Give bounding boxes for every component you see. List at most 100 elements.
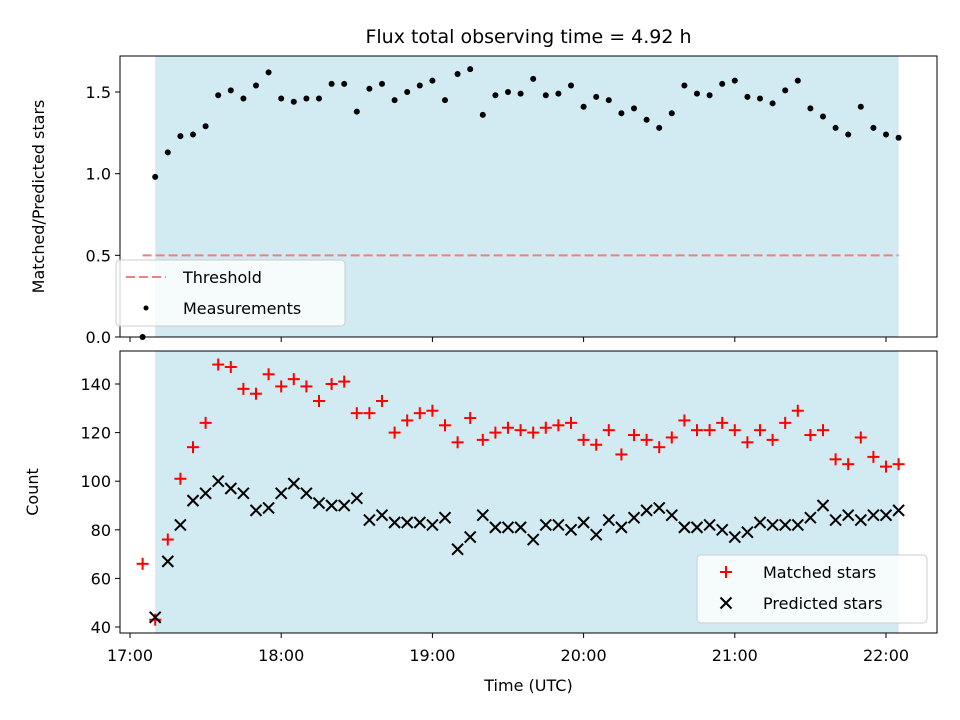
predicted-star-point — [552, 518, 565, 532]
predicted-star-point — [867, 509, 880, 522]
measurement-point — [593, 93, 600, 100]
matched-star-point — [628, 429, 640, 442]
measurement-point — [240, 95, 247, 102]
legend-predicted-swatch — [719, 596, 733, 610]
predicted-star-point — [211, 474, 225, 488]
predicted-star-point — [577, 516, 590, 529]
predicted-star-point — [640, 504, 653, 517]
legend-measurements-swatch — [143, 305, 149, 311]
predicted-star-point — [413, 516, 427, 529]
matched-star-point — [313, 395, 325, 408]
matched-star-point — [464, 412, 477, 425]
predicted-star-point — [300, 487, 313, 500]
measurement-point — [202, 123, 209, 130]
legend-matched-swatch — [720, 566, 732, 578]
matched-star-point — [829, 453, 842, 466]
predicted-star-point — [841, 509, 855, 522]
matched-star-point — [565, 416, 577, 429]
measurement-point — [227, 87, 234, 94]
predicted-star-point — [174, 518, 187, 532]
matched-star-point — [716, 416, 729, 429]
measurement-point — [253, 82, 259, 89]
predicted-star-point — [375, 509, 389, 522]
matched-star-point — [149, 613, 162, 626]
matched-star-point — [161, 533, 174, 546]
matched-star-point — [388, 426, 401, 439]
predicted-star-point — [816, 499, 830, 512]
measurement-point — [190, 131, 196, 138]
measurement-point — [328, 80, 335, 87]
measurement-point — [681, 82, 688, 89]
x-tick-label: 21:00 — [712, 646, 758, 665]
x-tick-label: 19:00 — [409, 646, 455, 665]
measurement-point — [757, 95, 763, 102]
matched-star-point — [741, 436, 754, 449]
predicted-star-point — [438, 511, 452, 524]
matched-star-point — [199, 416, 212, 429]
measurement-point — [643, 116, 650, 123]
measurement-point — [832, 124, 839, 131]
predicted-star-point — [778, 518, 792, 532]
matched-star-point — [527, 426, 540, 439]
predicted-star-point — [237, 487, 250, 500]
predicted-star-point — [337, 499, 351, 512]
matched-star-point — [678, 414, 691, 427]
top-points — [139, 66, 902, 340]
measurement-point — [807, 105, 814, 112]
predicted-star-point — [312, 496, 326, 510]
matched-star-point — [842, 458, 855, 471]
predicted-star-point — [526, 533, 540, 546]
predicted-star-point — [854, 513, 868, 527]
predicted-star-point — [829, 513, 842, 527]
y-tick-label: 1.5 — [86, 83, 111, 102]
measurement-point — [290, 98, 297, 105]
measurement-point — [794, 77, 801, 84]
matched-star-point — [602, 424, 615, 437]
bottom-legend-box — [696, 554, 928, 624]
measurement-point — [391, 97, 398, 104]
matched-star-point — [325, 378, 338, 390]
y-tick-label: 120 — [80, 424, 111, 443]
matched-star-point — [451, 436, 464, 449]
predicted-star-point — [602, 513, 616, 527]
bottom-plot-frame — [119, 350, 938, 634]
measurement-point — [820, 113, 826, 120]
measurement-point — [505, 89, 511, 95]
predicted-star-point — [224, 482, 238, 495]
matched-star-point — [691, 424, 703, 437]
measurement-point — [605, 97, 612, 104]
matched-star-point — [275, 380, 288, 393]
predicted-stars-points — [148, 474, 905, 624]
matched-star-point — [766, 433, 779, 446]
predicted-star-point — [249, 504, 263, 517]
predicted-star-point — [804, 511, 817, 524]
y-tick-label: 80 — [91, 521, 111, 540]
predicted-star-point — [615, 521, 628, 534]
matched-star-point — [136, 557, 149, 570]
measurement-point — [353, 108, 360, 115]
matched-star-point — [489, 426, 502, 439]
matched-star-point — [854, 431, 867, 444]
predicted-star-point — [791, 518, 805, 532]
measurement-point — [656, 124, 663, 131]
predicted-star-point — [766, 518, 779, 532]
predicted-star-point — [287, 477, 301, 490]
matched-star-point — [338, 375, 351, 388]
measurement-point — [568, 82, 574, 89]
predicted-star-point — [728, 530, 742, 544]
predicted-star-point — [476, 509, 490, 522]
matched-star-point — [350, 407, 363, 420]
top-axes: 0.0 0.5 1.0 1.5 — [86, 83, 887, 347]
legend-plus-marker — [720, 566, 732, 578]
x-tick-label: 22:00 — [863, 646, 909, 665]
matched-star-point — [413, 407, 426, 420]
matched-star-point — [476, 433, 489, 446]
measurement-point — [782, 87, 789, 94]
measurement-point — [164, 149, 171, 156]
measurement-point — [265, 69, 272, 76]
matched-stars-points — [136, 358, 905, 626]
measurement-point — [694, 90, 700, 97]
predicted-star-point — [678, 521, 691, 534]
matched-star-point — [892, 458, 905, 471]
